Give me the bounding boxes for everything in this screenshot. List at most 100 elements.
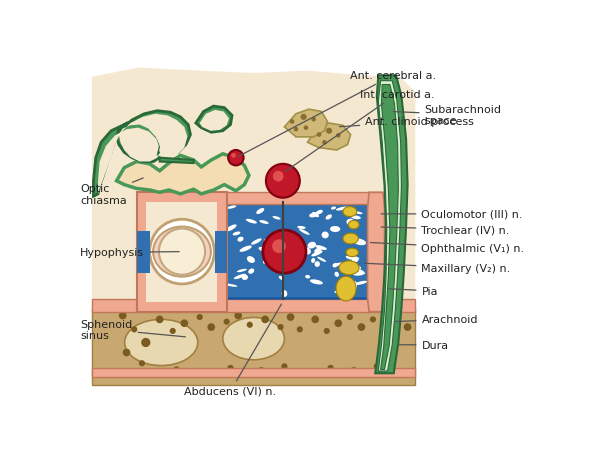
Polygon shape: [137, 193, 227, 312]
Ellipse shape: [310, 280, 323, 285]
Text: Subarachnoid
space: Subarachnoid space: [394, 105, 502, 126]
Ellipse shape: [314, 248, 321, 255]
Circle shape: [281, 364, 287, 369]
Ellipse shape: [343, 265, 349, 269]
Circle shape: [293, 127, 298, 132]
Ellipse shape: [331, 207, 336, 210]
Ellipse shape: [316, 210, 323, 215]
Ellipse shape: [356, 267, 361, 270]
Ellipse shape: [224, 284, 238, 287]
Ellipse shape: [355, 281, 367, 285]
Ellipse shape: [337, 284, 350, 289]
Ellipse shape: [125, 320, 198, 366]
Ellipse shape: [352, 283, 356, 289]
Circle shape: [287, 313, 295, 321]
Text: Sphenoid
sinus: Sphenoid sinus: [80, 319, 185, 340]
Ellipse shape: [357, 269, 365, 274]
Circle shape: [350, 367, 358, 375]
Circle shape: [304, 369, 311, 377]
Polygon shape: [146, 202, 217, 302]
Circle shape: [336, 134, 341, 138]
Ellipse shape: [256, 208, 264, 214]
Polygon shape: [379, 81, 401, 371]
Polygon shape: [380, 86, 398, 369]
Ellipse shape: [233, 232, 241, 236]
Ellipse shape: [248, 269, 254, 274]
Polygon shape: [92, 368, 415, 377]
Circle shape: [131, 327, 137, 333]
Circle shape: [290, 120, 295, 125]
Ellipse shape: [322, 232, 329, 239]
Circle shape: [156, 316, 164, 324]
Ellipse shape: [275, 240, 287, 244]
Text: Hypophysis: Hypophysis: [80, 248, 179, 258]
Ellipse shape: [352, 259, 359, 263]
Circle shape: [322, 141, 327, 145]
Ellipse shape: [264, 238, 277, 242]
Text: Arachnoid: Arachnoid: [395, 315, 478, 325]
Ellipse shape: [346, 256, 359, 261]
Ellipse shape: [330, 227, 340, 233]
Ellipse shape: [326, 215, 332, 220]
Text: Maxillary (V₂) n.: Maxillary (V₂) n.: [364, 263, 511, 273]
Circle shape: [181, 320, 188, 327]
Circle shape: [317, 133, 322, 137]
Circle shape: [370, 317, 376, 323]
Circle shape: [334, 320, 342, 327]
Ellipse shape: [334, 272, 339, 277]
Circle shape: [266, 164, 300, 198]
Polygon shape: [215, 231, 227, 273]
Ellipse shape: [246, 219, 257, 224]
Polygon shape: [200, 111, 229, 131]
Polygon shape: [92, 299, 415, 312]
Circle shape: [328, 365, 334, 371]
Circle shape: [323, 328, 330, 334]
Ellipse shape: [293, 248, 301, 254]
Circle shape: [262, 316, 269, 324]
Text: Abducens (VI) n.: Abducens (VI) n.: [184, 304, 281, 396]
Text: Ant. clinoid process: Ant. clinoid process: [340, 117, 474, 127]
Polygon shape: [137, 231, 149, 273]
Circle shape: [257, 367, 265, 375]
Circle shape: [304, 126, 308, 131]
Polygon shape: [92, 68, 415, 377]
Text: Trochlear (IV) n.: Trochlear (IV) n.: [381, 225, 510, 235]
Ellipse shape: [334, 263, 344, 266]
Circle shape: [231, 154, 236, 158]
Polygon shape: [94, 111, 190, 197]
Ellipse shape: [352, 281, 357, 287]
Circle shape: [173, 367, 179, 373]
Ellipse shape: [336, 277, 356, 301]
Polygon shape: [98, 115, 187, 194]
Circle shape: [139, 360, 145, 367]
Text: Oculomotor (III) n.: Oculomotor (III) n.: [381, 209, 523, 219]
Circle shape: [297, 327, 303, 333]
Ellipse shape: [308, 242, 316, 249]
Circle shape: [301, 115, 307, 121]
Ellipse shape: [334, 291, 340, 294]
Ellipse shape: [284, 244, 291, 250]
Circle shape: [277, 324, 284, 330]
Ellipse shape: [281, 291, 287, 297]
Circle shape: [227, 365, 233, 371]
Ellipse shape: [349, 221, 359, 229]
Ellipse shape: [239, 246, 252, 252]
Circle shape: [208, 324, 215, 331]
Ellipse shape: [251, 239, 262, 245]
Ellipse shape: [343, 233, 358, 244]
Circle shape: [149, 369, 157, 377]
Ellipse shape: [303, 248, 311, 255]
Ellipse shape: [247, 257, 255, 263]
Circle shape: [380, 327, 388, 335]
Circle shape: [123, 349, 130, 357]
Ellipse shape: [259, 221, 269, 224]
Ellipse shape: [278, 256, 287, 262]
Ellipse shape: [353, 239, 366, 246]
Ellipse shape: [281, 250, 294, 257]
Ellipse shape: [309, 213, 318, 218]
Text: Pia: Pia: [389, 286, 438, 296]
Ellipse shape: [263, 255, 274, 264]
Text: Ophthalmic (V₁) n.: Ophthalmic (V₁) n.: [370, 243, 524, 253]
Ellipse shape: [339, 261, 359, 275]
Ellipse shape: [314, 262, 320, 268]
